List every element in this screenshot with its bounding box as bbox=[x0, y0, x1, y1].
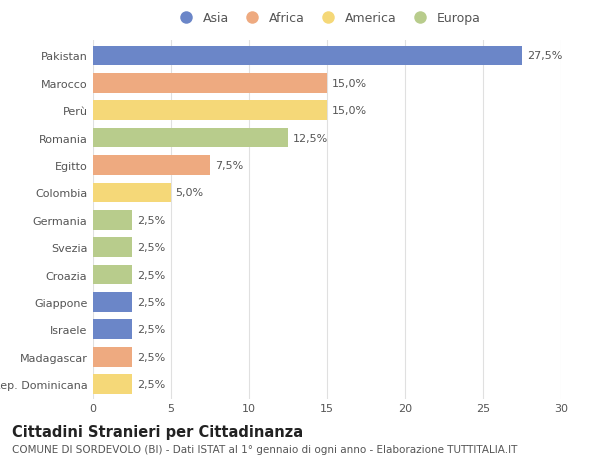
Text: 2,5%: 2,5% bbox=[137, 270, 165, 280]
Bar bbox=[93, 156, 210, 175]
Text: COMUNE DI SORDEVOLO (BI) - Dati ISTAT al 1° gennaio di ogni anno - Elaborazione : COMUNE DI SORDEVOLO (BI) - Dati ISTAT al… bbox=[12, 444, 517, 454]
Text: 2,5%: 2,5% bbox=[137, 215, 165, 225]
Bar bbox=[93, 347, 132, 367]
Bar bbox=[93, 292, 132, 312]
Text: 2,5%: 2,5% bbox=[137, 379, 165, 389]
Text: 5,0%: 5,0% bbox=[176, 188, 204, 198]
Bar bbox=[93, 375, 132, 394]
Text: 15,0%: 15,0% bbox=[332, 78, 367, 89]
Text: Cittadini Stranieri per Cittadinanza: Cittadini Stranieri per Cittadinanza bbox=[12, 425, 303, 440]
Bar bbox=[93, 211, 132, 230]
Bar bbox=[93, 129, 288, 148]
Bar bbox=[93, 74, 327, 94]
Bar bbox=[93, 101, 327, 121]
Legend: Asia, Africa, America, Europa: Asia, Africa, America, Europa bbox=[170, 10, 484, 28]
Text: 15,0%: 15,0% bbox=[332, 106, 367, 116]
Bar bbox=[93, 46, 522, 66]
Text: 2,5%: 2,5% bbox=[137, 243, 165, 252]
Text: 2,5%: 2,5% bbox=[137, 352, 165, 362]
Bar bbox=[93, 238, 132, 257]
Text: 12,5%: 12,5% bbox=[293, 134, 328, 143]
Text: 27,5%: 27,5% bbox=[527, 51, 562, 62]
Bar bbox=[93, 183, 171, 203]
Text: 7,5%: 7,5% bbox=[215, 161, 243, 171]
Bar bbox=[93, 320, 132, 340]
Text: 2,5%: 2,5% bbox=[137, 297, 165, 307]
Bar bbox=[93, 265, 132, 285]
Text: 2,5%: 2,5% bbox=[137, 325, 165, 335]
